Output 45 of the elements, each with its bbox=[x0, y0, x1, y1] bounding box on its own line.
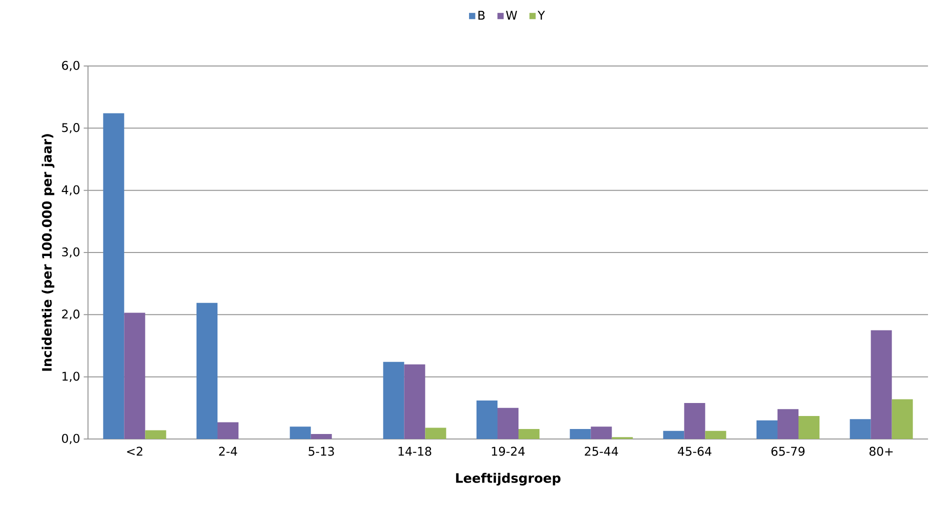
y-tick-label: 4,0 bbox=[62, 185, 80, 196]
legend-label: W bbox=[506, 10, 518, 20]
bar bbox=[798, 416, 820, 439]
bar bbox=[892, 399, 913, 439]
x-tick-label: 14-18 bbox=[398, 446, 432, 456]
y-tick-label: 3,0 bbox=[62, 247, 80, 258]
x-tick-label: 80+ bbox=[870, 446, 893, 456]
bar bbox=[870, 330, 892, 439]
bar bbox=[310, 434, 332, 439]
x-tick-label: 5-13 bbox=[308, 446, 334, 456]
y-tick-label: 6,0 bbox=[62, 60, 80, 72]
bar bbox=[425, 428, 446, 439]
bar bbox=[756, 420, 778, 439]
bar bbox=[196, 302, 218, 439]
y-axis-title: Incidentie (per 100.000 per jaar) bbox=[42, 134, 54, 371]
y-tick-label: 1,0 bbox=[62, 372, 80, 382]
y-tick-label: 0,0 bbox=[62, 434, 80, 444]
x-tick-label: 25-44 bbox=[584, 446, 618, 456]
x-tick-label: 2-4 bbox=[219, 446, 238, 456]
bar bbox=[290, 426, 311, 439]
bar bbox=[663, 430, 684, 439]
x-tick-label: <2 bbox=[127, 446, 142, 456]
bar bbox=[570, 429, 591, 439]
y-tick-label: 2,0 bbox=[62, 310, 80, 320]
legend-label: B bbox=[478, 10, 485, 20]
bar bbox=[850, 419, 871, 439]
legend-label: Y bbox=[538, 10, 545, 20]
x-tick-label: 45-64 bbox=[678, 446, 712, 456]
bar bbox=[498, 408, 519, 439]
bar bbox=[218, 422, 238, 439]
x-axis-title: Leeftijdsgroep bbox=[456, 472, 560, 486]
bar bbox=[404, 364, 426, 439]
y-tick-label: 5,0 bbox=[62, 123, 80, 134]
bar bbox=[383, 362, 404, 439]
bar bbox=[145, 430, 166, 439]
bar bbox=[103, 113, 124, 439]
x-tick-label: 19-24 bbox=[492, 446, 525, 456]
bar bbox=[778, 409, 799, 439]
bar bbox=[590, 426, 612, 439]
bar bbox=[705, 430, 726, 439]
bar bbox=[476, 400, 498, 439]
x-tick-label: 65-79 bbox=[771, 446, 805, 456]
bar bbox=[124, 312, 146, 439]
bar bbox=[518, 429, 540, 439]
bar bbox=[684, 402, 706, 439]
